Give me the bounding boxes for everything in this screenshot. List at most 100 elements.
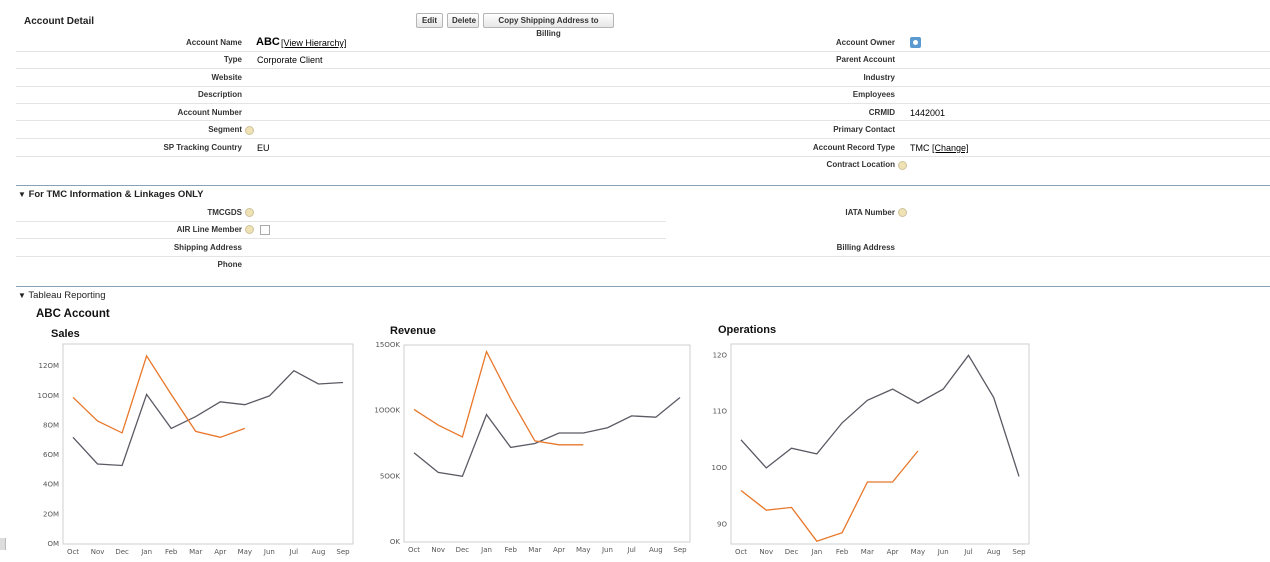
series-line-0 xyxy=(413,396,681,478)
phone-label: Phone xyxy=(217,260,242,269)
x-tick-label: Sep xyxy=(673,546,687,554)
series-line-1 xyxy=(72,354,246,438)
x-tick-label: Feb xyxy=(505,546,518,554)
x-tick-label: Aug xyxy=(649,546,663,554)
x-tick-label: Mar xyxy=(528,546,541,554)
y-tick-label: 5OOK xyxy=(380,472,400,480)
type-label: Type xyxy=(223,55,242,64)
scrollbar-handle[interactable] xyxy=(0,538,6,550)
segment-label: Segment xyxy=(208,125,242,134)
tmcgds-help-icon[interactable] xyxy=(245,208,254,217)
x-tick-label: Jan xyxy=(480,546,492,554)
revenue-chart: OK 5OOK 1OOOK 15OOK Oct Nov Dec Jan Feb Mar Apr May… xyxy=(374,341,691,554)
x-tick-label: Nov xyxy=(759,548,773,556)
x-tick-label: Jun xyxy=(937,548,949,556)
x-tick-label: May xyxy=(576,546,590,554)
operations-chart: 9O 1OO 11O 12O Oct Nov Dec Jan Feb Mar Apr May Jun Ju… xyxy=(712,343,1030,556)
x-tick-label: Mar xyxy=(189,548,202,556)
sales-chart-title: Sales xyxy=(51,328,80,340)
y-tick-label: 15OOK xyxy=(375,341,400,349)
x-tick-label: Nov xyxy=(431,546,445,554)
series-line-0 xyxy=(72,369,344,467)
x-tick-label: Jul xyxy=(626,546,636,554)
crmid-label: CRMID xyxy=(868,108,895,117)
x-tick-label: Dec xyxy=(115,548,129,556)
iata-number-label: IATA Number xyxy=(845,208,895,217)
account-detail-title: Account Detail xyxy=(24,16,95,27)
tmc-section-header[interactable]: ▼ For TMC Information & Linkages ONLY xyxy=(18,189,203,200)
x-tick-label: Sep xyxy=(1012,548,1026,556)
tableau-section-title: Tableau Reporting xyxy=(28,290,106,301)
x-tick-label: Jul xyxy=(963,548,973,556)
account-name-label: Account Name xyxy=(185,38,242,47)
y-tick-label: 1OO xyxy=(712,464,728,472)
x-tick-label: Oct xyxy=(735,548,747,556)
x-tick-label: May xyxy=(911,548,925,556)
series-line-1 xyxy=(740,450,919,542)
x-tick-label: Oct xyxy=(408,546,420,554)
iata-number-help-icon[interactable] xyxy=(898,208,907,217)
y-tick-label: OK xyxy=(390,538,401,546)
x-tick-label: Apr xyxy=(553,546,565,554)
y-tick-label: 8OM xyxy=(43,421,59,429)
account-owner-label: Account Owner xyxy=(835,38,895,47)
view-hierarchy-link[interactable]: [View Hierarchy] xyxy=(281,38,347,48)
x-tick-label: Jan xyxy=(140,548,152,556)
x-tick-label: Apr xyxy=(887,548,899,556)
tableau-section-header[interactable]: ▼ Tableau Reporting xyxy=(18,290,106,301)
series-line-0 xyxy=(740,354,1020,477)
x-tick-label: Feb xyxy=(836,548,849,556)
y-tick-label: 1OOOK xyxy=(374,407,400,415)
description-label: Description xyxy=(197,90,242,99)
sp-tracking-country-value: EU xyxy=(257,143,270,153)
tmcgds-label: TMCGDS xyxy=(207,208,242,217)
account-record-type-value: TMC xyxy=(910,143,930,153)
crmid-value: 1442001 xyxy=(910,108,946,118)
account-record-type-label: Account Record Type xyxy=(812,143,895,152)
account-name-value: ABC xyxy=(256,36,280,48)
x-tick-label: Feb xyxy=(165,548,178,556)
y-tick-label: 12O xyxy=(713,351,728,359)
x-tick-label: May xyxy=(238,548,252,556)
x-tick-label: Mar xyxy=(861,548,874,556)
x-tick-label: Aug xyxy=(312,548,326,556)
abc-account-title: ABC Account xyxy=(36,308,110,320)
y-tick-label: 1OOM xyxy=(37,392,59,400)
chart-frame xyxy=(62,343,354,545)
x-tick-label: Dec xyxy=(456,546,470,554)
primary-contact-label: Primary Contact xyxy=(833,125,895,134)
x-tick-label: Jun xyxy=(263,548,275,556)
website-label: Website xyxy=(211,73,242,82)
air-line-member-checkbox[interactable] xyxy=(260,225,270,235)
segment-help-icon[interactable] xyxy=(245,126,254,135)
collapse-triangle-icon[interactable]: ▼ xyxy=(18,190,26,199)
contract-location-help-icon[interactable] xyxy=(898,161,907,170)
edit-button[interactable]: Edit xyxy=(416,13,443,28)
x-tick-label: Jun xyxy=(601,546,613,554)
employees-label: Employees xyxy=(852,90,895,99)
x-tick-label: Jan xyxy=(810,548,822,556)
billing-address-label: Billing Address xyxy=(836,243,895,252)
shipping-address-label: Shipping Address xyxy=(173,243,242,252)
operations-chart-title: Operations xyxy=(718,324,777,336)
collapse-triangle-icon[interactable]: ▼ xyxy=(18,291,26,300)
tmc-section-title: For TMC Information & Linkages ONLY xyxy=(28,189,204,200)
y-tick-label: OM xyxy=(47,540,59,548)
chart-frame xyxy=(730,343,1030,545)
contract-location-label: Contract Location xyxy=(826,160,895,169)
industry-label: Industry xyxy=(863,73,895,82)
x-tick-label: Oct xyxy=(67,548,79,556)
x-tick-label: Apr xyxy=(214,548,226,556)
change-record-type-link[interactable]: [Change] xyxy=(932,143,969,153)
copy-shipping-address-button[interactable]: Copy Shipping Address to Billing xyxy=(483,13,614,38)
revenue-chart-title: Revenue xyxy=(390,325,436,337)
air-line-member-help-icon[interactable] xyxy=(245,225,254,234)
account-number-label: Account Number xyxy=(177,108,242,117)
sp-tracking-country-label: SP Tracking Country xyxy=(163,143,242,152)
delete-button[interactable]: Delete xyxy=(447,13,479,28)
account-owner-avatar-icon[interactable] xyxy=(910,37,921,48)
sales-chart: OM 2OM 4OM 6OM 8OM 1OOM 12OM Oct Nov Dec Jan Feb Mar… xyxy=(37,343,354,556)
x-tick-label: Aug xyxy=(987,548,1001,556)
y-tick-label: 4OM xyxy=(43,481,59,489)
